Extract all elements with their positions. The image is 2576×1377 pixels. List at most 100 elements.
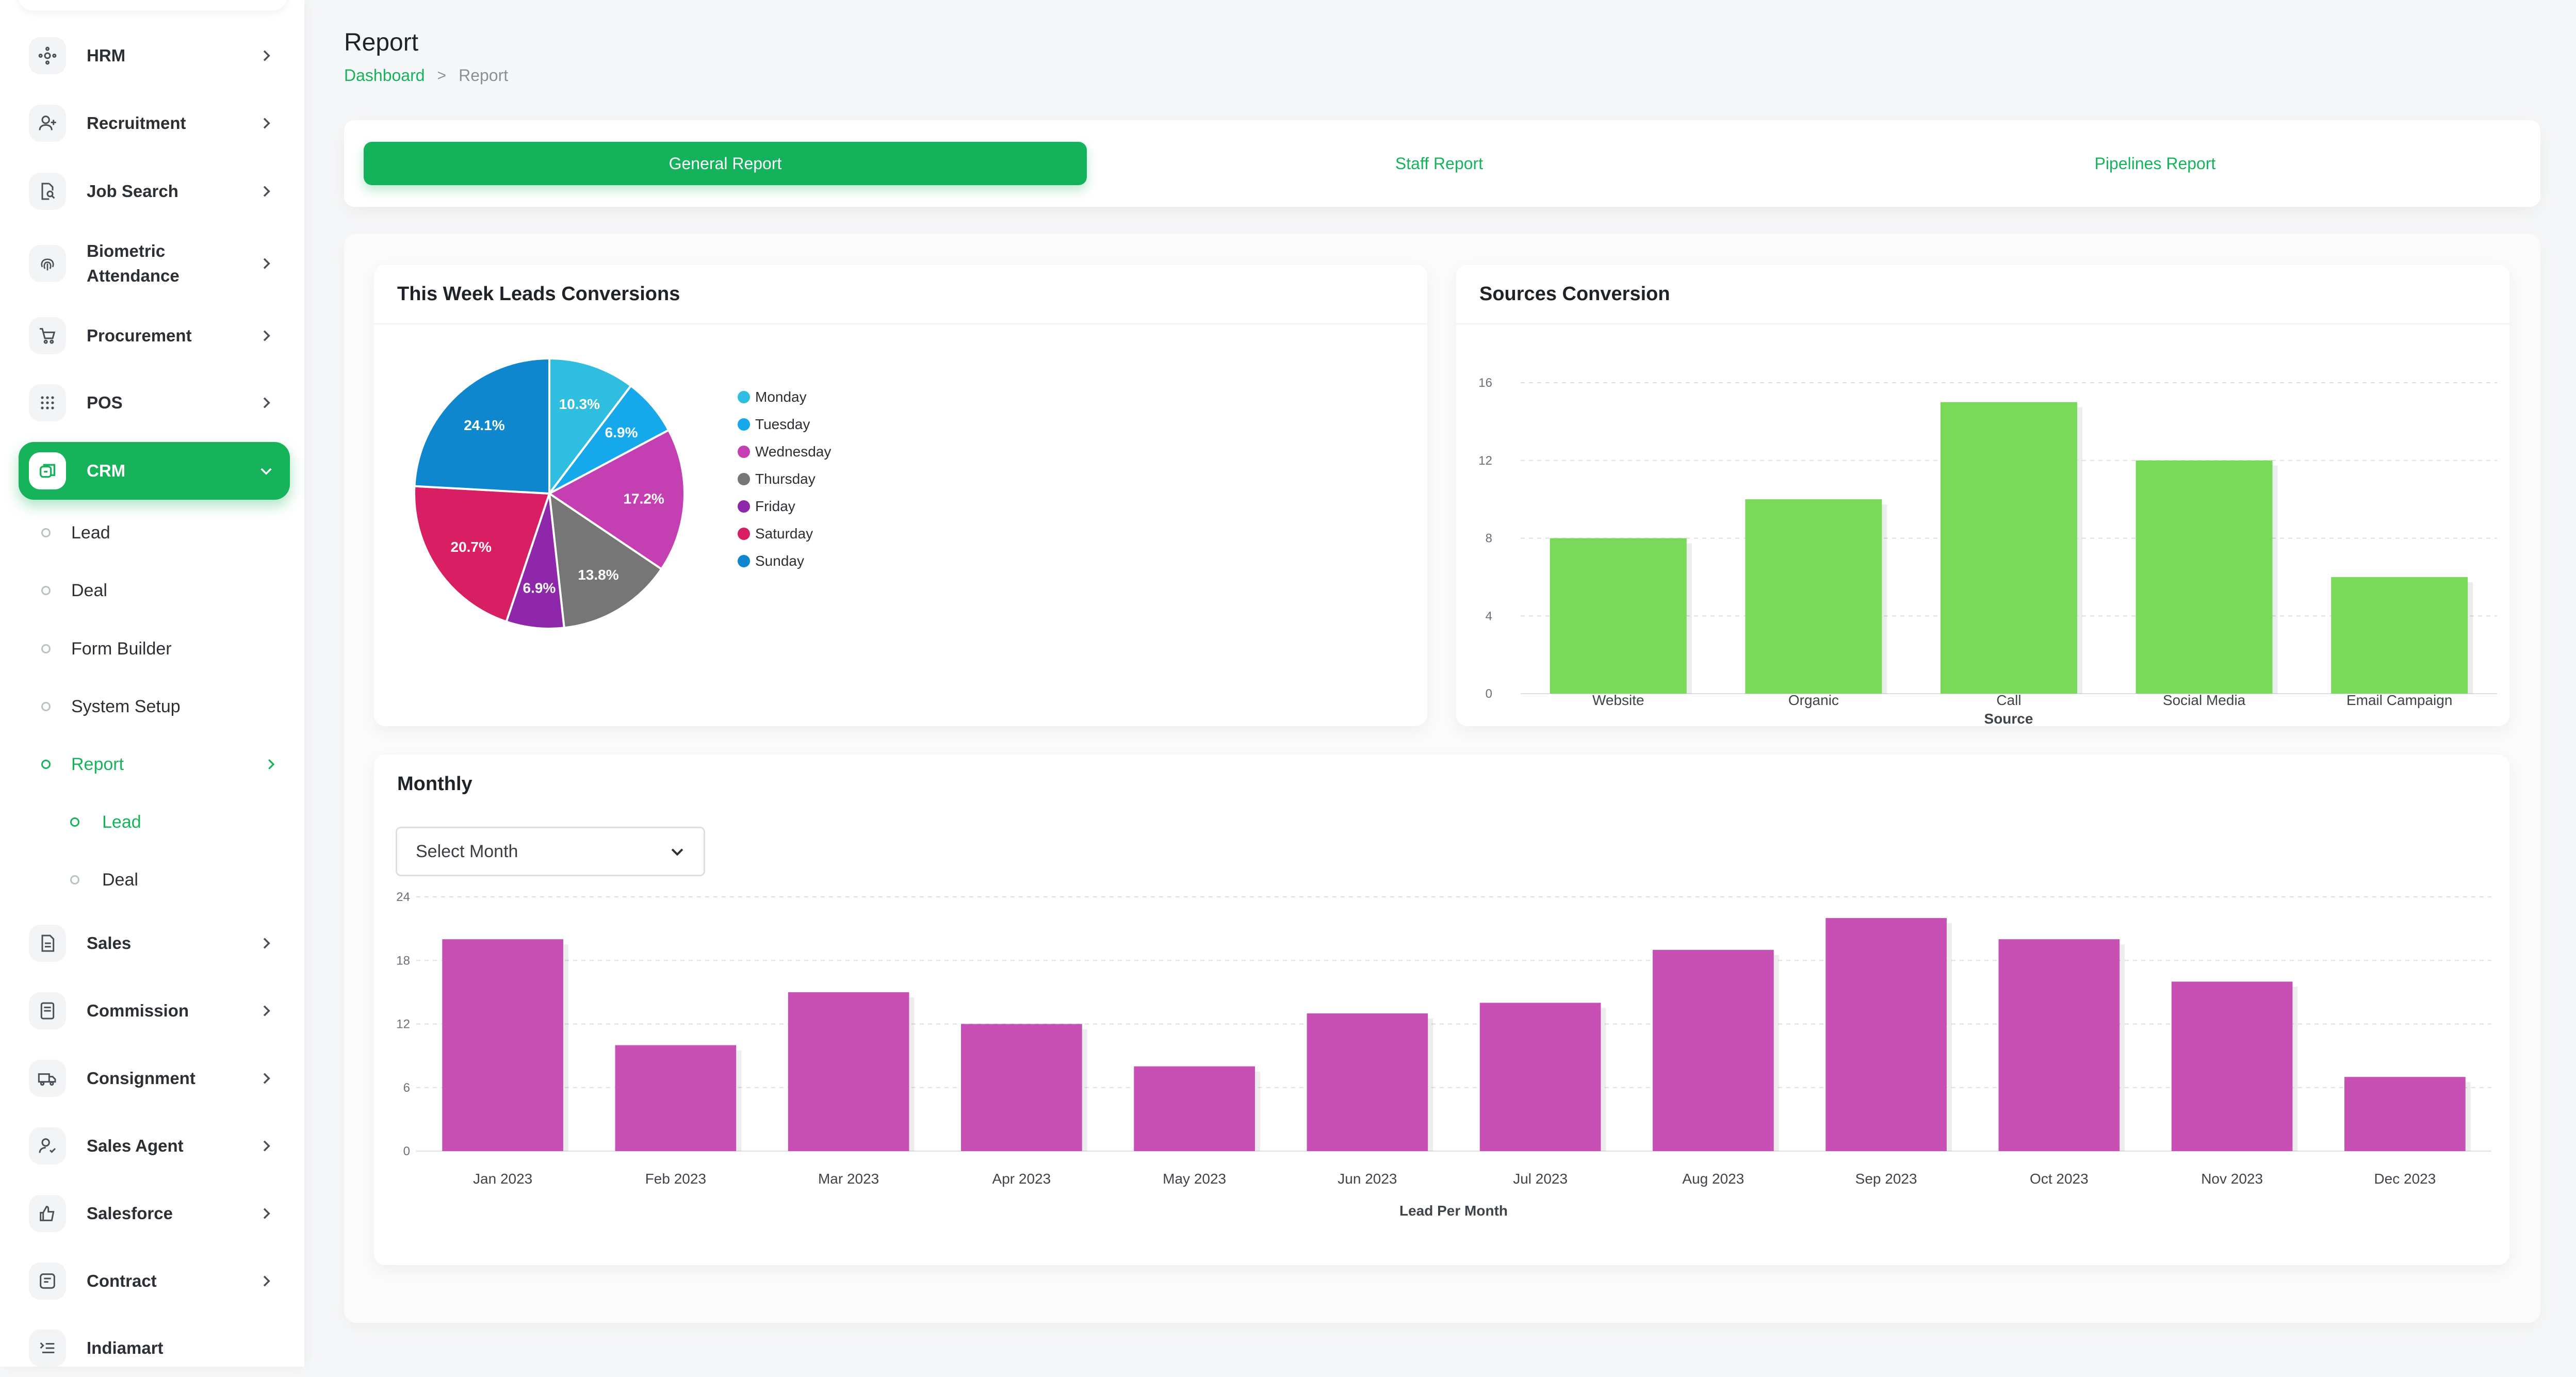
tab-staff-report[interactable]: Staff Report [1395, 154, 1483, 173]
y-tick-label: 12 [1478, 454, 1492, 468]
legend-item[interactable]: Friday [738, 493, 831, 520]
crm-sub-system-setup[interactable]: System Setup [41, 688, 181, 725]
page-title: Report [344, 29, 419, 56]
legend-item[interactable]: Thursday [738, 465, 831, 493]
sidebar-item-label: Salesforce [87, 1204, 173, 1223]
crm-sub-report[interactable]: Report [41, 746, 279, 782]
sidebar-item-recruitment[interactable]: Recruitment [19, 94, 290, 152]
legend-item[interactable]: Tuesday [738, 411, 831, 438]
crm-sub-lead[interactable]: Lead [41, 515, 110, 551]
crm-sub-deal[interactable]: Deal [41, 572, 107, 609]
sidebar-item-indiamart[interactable]: Indiamart [19, 1319, 290, 1377]
report-sub-deal[interactable]: Deal [70, 862, 138, 898]
x-tick-label: Social Media [2163, 692, 2246, 708]
sidebar-item-hrm[interactable]: HRM [19, 27, 290, 85]
select-month-dropdown[interactable]: Select Month [396, 827, 705, 876]
legend-label: Wednesday [755, 443, 832, 460]
pos-grid-icon [29, 384, 66, 421]
crm-icon [29, 452, 66, 489]
sidebar-top-item-edge [19, 0, 287, 10]
pie-slice-label: 6.9% [605, 424, 638, 440]
pie-legend: Monday Tuesday Wednesday Thursday Friday Satu… [738, 383, 831, 575]
y-tick-label: 6 [403, 1081, 410, 1095]
sub-item-label: Deal [71, 580, 107, 600]
x-axis-title: Source [1984, 711, 2033, 726]
sidebar-item-label: Sales Agent [87, 1136, 184, 1155]
sidebar-item-consignment[interactable]: Consignment [19, 1050, 290, 1107]
report-tabs: General Report Staff Report Pipelines Re… [344, 120, 2540, 207]
legend-swatch [738, 418, 750, 431]
sub-item-label: Lead [71, 522, 110, 543]
report-sub-lead[interactable]: Lead [70, 804, 141, 840]
chevron-right-icon [263, 50, 270, 61]
x-tick-label: Website [1592, 692, 1644, 708]
sidebar-item-pos[interactable]: POS [19, 374, 290, 432]
sidebar-item-label: POS [87, 393, 123, 412]
consignment-icon [29, 1060, 66, 1097]
pie-slice-label: 10.3% [559, 396, 600, 412]
sidebar-item-salesforce[interactable]: Salesforce [19, 1185, 290, 1242]
card-title: Sources Conversion [1479, 283, 1670, 305]
legend-label: Friday [755, 498, 795, 514]
sales-icon [29, 925, 66, 962]
breadcrumb-dashboard-link[interactable]: Dashboard [344, 66, 425, 85]
hrm-icon [29, 37, 66, 74]
bar-organic [1745, 499, 1882, 694]
sidebar-item-crm[interactable]: CRM [19, 442, 290, 500]
legend-item[interactable]: Saturday [738, 520, 831, 547]
legend-swatch [738, 527, 750, 540]
weekly-leads-card: This Week Leads Conversions 10.3% 6.9% 17.… [374, 265, 1427, 726]
legend-label: Sunday [755, 552, 804, 569]
chevron-right-icon [263, 1005, 270, 1017]
bullet-icon [70, 817, 79, 827]
chevron-right-icon [263, 397, 270, 408]
legend-item[interactable]: Monday [738, 383, 831, 411]
legend-swatch [738, 500, 750, 513]
bar-jun-2023 [1307, 1013, 1428, 1151]
sidebar-item-biometric-attendance[interactable]: Biometric Attendance [19, 235, 290, 292]
bar-website [1550, 538, 1687, 694]
tab-pipelines-report[interactable]: Pipelines Report [2094, 154, 2216, 173]
sidebar-item-contract[interactable]: Contract [19, 1252, 290, 1310]
crm-sub-form-builder[interactable]: Form Builder [41, 631, 172, 667]
legend-item[interactable]: Sunday [738, 547, 831, 575]
y-tick-label: 16 [1478, 376, 1492, 390]
y-tick-label: 24 [396, 890, 410, 904]
sidebar-item-label: HRM [87, 46, 126, 65]
chevron-right-icon [263, 1140, 270, 1152]
tab-general-report[interactable]: General Report [364, 142, 1087, 185]
y-tick-label: 0 [1486, 687, 1492, 701]
legend-swatch [738, 445, 750, 458]
sidebar-item-job-search[interactable]: Job Search [19, 162, 290, 220]
sub-item-label: Deal [102, 870, 138, 890]
chevron-right-icon [263, 330, 270, 341]
y-tick-label: 4 [1486, 609, 1492, 623]
pie-slice-monday [548, 357, 632, 497]
job-search-icon [29, 173, 66, 210]
x-tick-label: Sep 2023 [1855, 1171, 1917, 1187]
y-tick-label: 0 [403, 1144, 410, 1158]
sidebar-item-label: Job Search [87, 182, 178, 201]
bar-nov-2023 [2171, 981, 2293, 1151]
sidebar-item-sales-agent[interactable]: Sales Agent [19, 1117, 290, 1175]
breadcrumb: Dashboard > Report [344, 66, 508, 85]
contract-icon [29, 1263, 66, 1300]
bar-oct-2023 [1998, 939, 2120, 1151]
legend-item[interactable]: Wednesday [738, 438, 831, 465]
legend-swatch [738, 554, 750, 567]
pie-slice-label: 24.1% [464, 417, 504, 433]
sidebar-item-procurement[interactable]: Procurement [19, 307, 290, 365]
bar-call [1940, 402, 2078, 694]
sidebar-item-sales[interactable]: Sales [19, 914, 290, 972]
sources-conversion-card: Sources Conversion 0 4 8 12 16 Website Organic… [1456, 265, 2509, 726]
bar-jul-2023 [1479, 1003, 1601, 1151]
procurement-icon [29, 317, 66, 354]
bar-dec-2023 [2344, 1077, 2466, 1151]
pie-slice-friday [505, 493, 565, 630]
pie-slice-label: 17.2% [623, 491, 664, 507]
sidebar-item-commission[interactable]: Commission [19, 982, 290, 1040]
bullet-icon [41, 760, 51, 769]
commission-icon [29, 992, 66, 1029]
x-tick-label: Jul 2023 [1513, 1171, 1568, 1187]
sidebar-item-label: Indiamart [87, 1338, 164, 1357]
